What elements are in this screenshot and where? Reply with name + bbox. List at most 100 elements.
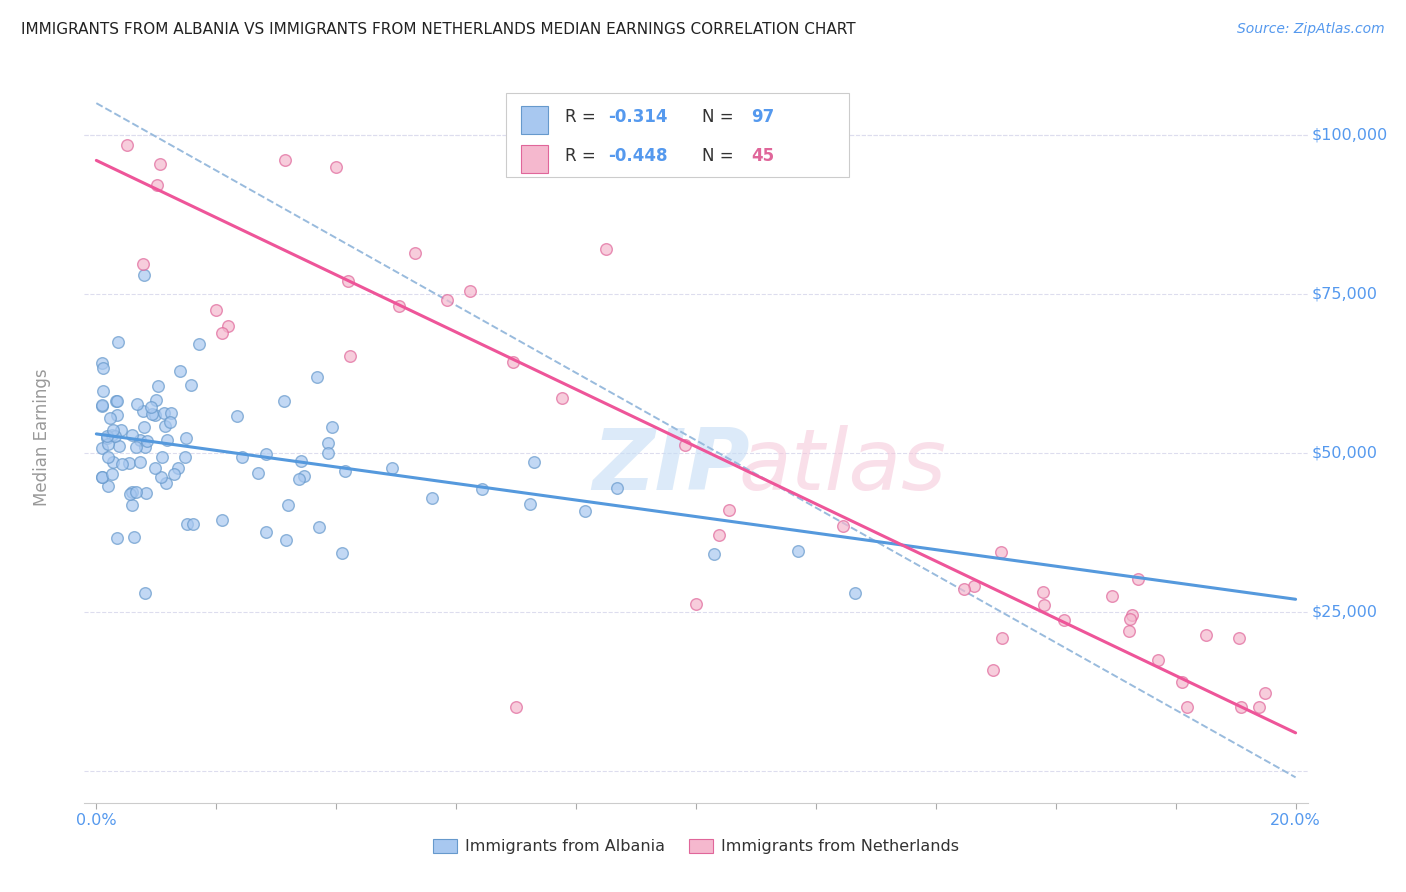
Point [188, 336, 211, 351]
Point [155, 419, 177, 434]
Point [1249, 700, 1271, 714]
Point [205, 302, 228, 317]
Point [118, 487, 141, 501]
Point [831, 518, 853, 533]
Point [125, 440, 148, 454]
Point [786, 543, 808, 558]
Point [1101, 589, 1123, 603]
Point [128, 434, 150, 448]
Point [153, 406, 176, 420]
Point [141, 407, 163, 421]
Text: Median Earnings: Median Earnings [32, 368, 51, 506]
Point [290, 454, 312, 468]
Text: $100,000: $100,000 [1312, 128, 1388, 143]
Point [211, 513, 233, 527]
Point [176, 516, 198, 531]
Point [471, 482, 494, 496]
Point [1053, 613, 1076, 627]
Text: ZIP: ZIP [593, 425, 751, 508]
Point [91, 470, 114, 484]
Point [96, 431, 118, 445]
Point [226, 409, 249, 423]
Point [91, 398, 114, 412]
Point [1227, 631, 1250, 645]
Point [101, 455, 124, 469]
Point [104, 429, 127, 443]
Point [105, 393, 128, 408]
Point [523, 455, 546, 469]
Point [276, 533, 298, 547]
Point [101, 423, 124, 437]
Point [117, 457, 139, 471]
Point [274, 153, 297, 167]
Point [321, 420, 343, 434]
Point [129, 455, 152, 469]
Point [121, 485, 143, 500]
Point [91, 361, 114, 376]
Point [180, 378, 202, 392]
Point [981, 663, 1004, 677]
Point [254, 447, 277, 461]
Text: R =: R = [565, 147, 602, 165]
Point [149, 470, 172, 484]
Point [132, 403, 155, 417]
Text: 97: 97 [751, 108, 775, 127]
Point [143, 409, 166, 423]
Point [97, 450, 120, 464]
Point [381, 460, 404, 475]
Point [990, 545, 1012, 559]
Point [458, 285, 481, 299]
Point [388, 299, 411, 313]
Point [98, 411, 121, 425]
Point [96, 429, 118, 443]
Point [121, 499, 143, 513]
Text: atlas: atlas [738, 425, 946, 508]
Point [1032, 598, 1054, 612]
Point [121, 427, 143, 442]
Point [134, 419, 156, 434]
Point [131, 257, 153, 271]
Point [174, 431, 197, 445]
Text: R =: R = [565, 108, 602, 127]
Point [436, 293, 458, 308]
FancyBboxPatch shape [506, 94, 849, 178]
Point [1253, 686, 1275, 700]
Point [318, 436, 340, 450]
Point [150, 450, 173, 464]
Point [91, 384, 114, 398]
Point [143, 461, 166, 475]
Point [163, 467, 186, 481]
Point [551, 391, 574, 405]
Text: Source: ZipAtlas.com: Source: ZipAtlas.com [1237, 22, 1385, 37]
Point [273, 393, 295, 408]
Point [330, 546, 353, 560]
Point [181, 516, 204, 531]
Point [404, 245, 426, 260]
Point [136, 434, 159, 449]
Point [149, 157, 172, 171]
Point [91, 441, 114, 455]
Point [217, 318, 239, 333]
Point [97, 437, 120, 451]
Point [134, 440, 156, 454]
Point [292, 469, 315, 483]
Point [107, 334, 129, 349]
Point [1126, 572, 1149, 586]
Point [101, 427, 124, 442]
Point [420, 491, 443, 505]
Point [134, 586, 156, 600]
Point [125, 397, 148, 411]
Text: N =: N = [702, 108, 740, 127]
Point [339, 349, 361, 363]
Point [308, 519, 330, 533]
Point [107, 408, 129, 422]
Point [211, 326, 233, 340]
Point [707, 527, 730, 541]
Point [325, 160, 347, 174]
Point [91, 399, 114, 413]
Point [107, 439, 129, 453]
Point [117, 138, 139, 153]
Point [703, 547, 725, 561]
Point [247, 467, 270, 481]
Text: $50,000: $50,000 [1312, 445, 1378, 460]
